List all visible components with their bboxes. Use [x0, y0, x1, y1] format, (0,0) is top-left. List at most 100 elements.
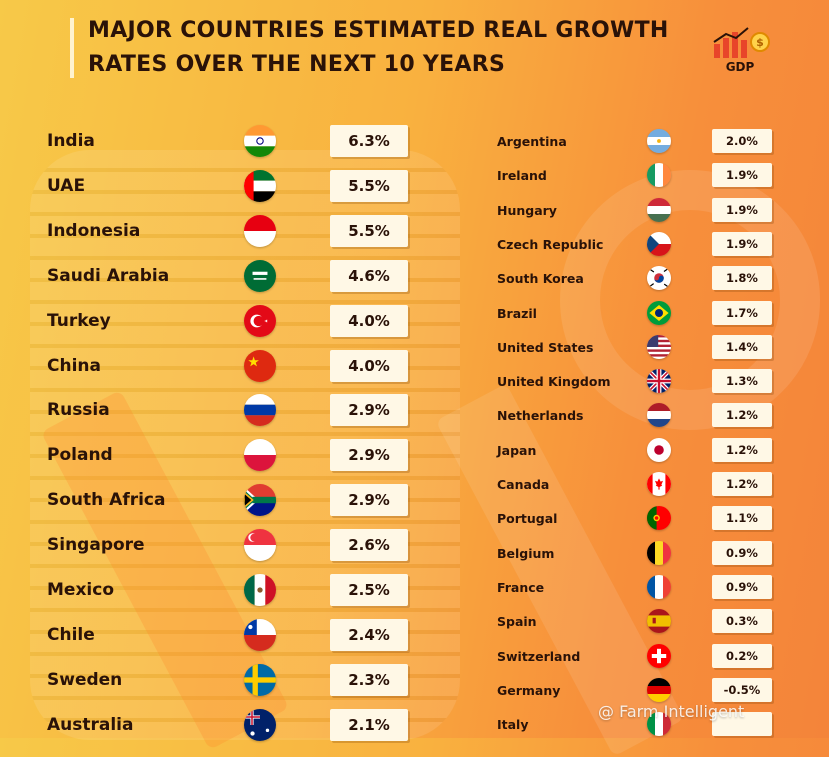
growth-value-ireland: 1.9% [712, 163, 772, 188]
background-arc-shape [560, 170, 820, 430]
country-name-spain: Spain [497, 614, 537, 630]
growth-value-spain: 0.3% [712, 609, 772, 634]
country-name-brazil: Brazil [497, 305, 537, 321]
growth-value-japan: 1.2% [712, 437, 772, 462]
growth-value-argentina: 2.0% [712, 129, 772, 153]
growth-value-sweden: 2.3% [330, 663, 408, 696]
growth-value-netherlands: 1.2% [712, 403, 772, 428]
country-name-russia: Russia [47, 400, 110, 421]
growth-value-india: 6.3% [330, 125, 408, 157]
country-name-turkey: Turkey [47, 310, 111, 331]
growth-value-italy [712, 712, 772, 737]
growth-value-brazil: 1.7% [712, 300, 772, 325]
country-name-united-kingdom: United Kingdom [497, 374, 611, 390]
ireland-flag-icon [647, 163, 671, 188]
watermark: @ Farm Intelligent [598, 702, 745, 721]
belgium-flag-icon [647, 540, 671, 565]
growth-value-mexico: 2.5% [330, 574, 408, 606]
growth-value-poland: 2.9% [330, 439, 408, 472]
country-name-germany: Germany [497, 682, 561, 698]
country-name-south-korea: South Korea [497, 271, 584, 287]
growth-value-portugal: 1.1% [712, 506, 772, 531]
growth-value-belgium: 0.9% [712, 540, 772, 565]
svg-text:$: $ [756, 36, 764, 49]
canada-flag-icon [647, 472, 671, 496]
country-name-canada: Canada [497, 477, 550, 492]
chart-title: MAJOR COUNTRIES ESTIMATED REAL GROWTH RA… [88, 18, 669, 77]
country-name-hungary: Hungary [497, 202, 557, 218]
growth-value-united-states: 1.4% [712, 334, 772, 359]
growth-value-france: 0.9% [712, 574, 772, 599]
country-name-netherlands: Netherlands [497, 408, 584, 424]
gdp-chart-icon: $ [713, 27, 770, 58]
japan-flag-icon [647, 437, 671, 462]
country-name-italy: Italy [497, 717, 529, 733]
south-korea-flag-icon [647, 266, 671, 291]
south-africa-flag-icon [244, 484, 276, 517]
chile-flag-icon [244, 618, 276, 651]
country-name-sweden: Sweden [47, 669, 123, 690]
gdp-logo: $ GDP [708, 22, 772, 74]
growth-value-saudi-arabia: 4.6% [330, 259, 408, 292]
country-name-mexico: Mexico [47, 580, 114, 600]
country-name-poland: Poland [47, 445, 113, 466]
russia-flag-icon [244, 394, 276, 427]
growth-value-united-kingdom: 1.3% [712, 369, 772, 394]
country-name-south-africa: South Africa [47, 490, 166, 511]
growth-value-czech-republic: 1.9% [712, 231, 772, 256]
country-name-singapore: Singapore [47, 535, 145, 556]
mexico-flag-icon [244, 574, 276, 606]
poland-flag-icon [244, 439, 276, 472]
growth-value-switzerland: 0.2% [712, 643, 772, 668]
country-name-saudi-arabia: Saudi Arabia [47, 265, 170, 286]
australia-flag-icon [244, 708, 276, 741]
uae-flag-icon [244, 169, 276, 202]
germany-flag-icon [647, 677, 671, 702]
country-name-united-states: United States [497, 339, 594, 355]
country-name-argentina: Argentina [497, 134, 567, 149]
india-flag-icon [244, 125, 276, 157]
growth-value-russia: 2.9% [330, 394, 408, 427]
growth-value-south-africa: 2.9% [330, 484, 408, 517]
country-name-ireland: Ireland [497, 168, 547, 184]
growth-value-canada: 1.2% [712, 472, 772, 496]
brazil-flag-icon [647, 300, 671, 325]
gdp-logo-text: GDP [725, 60, 755, 74]
spain-flag-icon [647, 609, 671, 634]
country-name-belgium: Belgium [497, 545, 555, 561]
sweden-flag-icon [244, 663, 276, 696]
china-flag-icon [244, 349, 276, 382]
growth-value-chile: 2.4% [330, 618, 408, 651]
growth-value-uae: 5.5% [330, 169, 408, 202]
united-kingdom-flag-icon [647, 369, 671, 394]
country-name-switzerland: Switzerland [497, 648, 581, 664]
growth-value-singapore: 2.6% [330, 529, 408, 562]
france-flag-icon [647, 574, 671, 599]
netherlands-flag-icon [647, 403, 671, 428]
background-arrow-shape [435, 383, 685, 757]
country-name-france: France [497, 579, 545, 595]
hungary-flag-icon [647, 197, 671, 222]
country-name-australia: Australia [47, 714, 134, 735]
switzerland-flag-icon [647, 643, 671, 668]
country-name-portugal: Portugal [497, 511, 558, 527]
czech-republic-flag-icon [647, 231, 671, 256]
indonesia-flag-icon [244, 214, 276, 247]
turkey-flag-icon [244, 304, 276, 337]
italy-flag-icon [647, 712, 671, 737]
growth-value-hungary: 1.9% [712, 197, 772, 222]
portugal-flag-icon [647, 506, 671, 531]
saudi-arabia-flag-icon [244, 259, 276, 292]
country-name-china: China [47, 355, 101, 376]
growth-value-turkey: 4.0% [330, 304, 408, 337]
country-name-indonesia: Indonesia [47, 220, 141, 241]
title-accent-bar [70, 18, 74, 78]
united-states-flag-icon [647, 334, 671, 359]
growth-value-australia: 2.1% [330, 708, 408, 741]
country-name-uae: UAE [47, 175, 86, 196]
country-name-india: India [47, 131, 95, 151]
growth-value-south-korea: 1.8% [712, 266, 772, 291]
country-name-czech-republic: Czech Republic [497, 236, 604, 252]
growth-value-germany: -0.5% [712, 677, 772, 702]
argentina-flag-icon [647, 129, 671, 153]
